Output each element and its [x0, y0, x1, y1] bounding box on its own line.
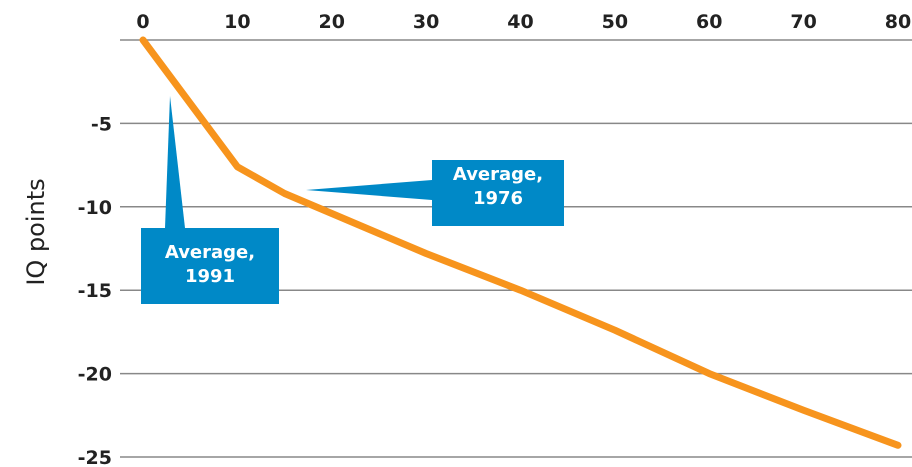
x-tick-label: 10 — [224, 11, 250, 33]
y-tick-label: -25 — [78, 447, 112, 467]
callout-pointer — [165, 96, 185, 228]
x-tick-label: 20 — [319, 11, 345, 33]
y-tick-label: -15 — [78, 280, 112, 302]
callout-average-1976: Average, 1976 — [306, 160, 564, 226]
x-tick-label: 60 — [696, 11, 722, 33]
series-line — [139, 36, 902, 449]
callout-layer: Average, 1976 Average, 1991 — [141, 96, 564, 304]
x-tick-label: 80 — [885, 11, 911, 33]
callout-box — [432, 160, 564, 226]
callout-text: 1991 — [185, 266, 235, 287]
y-axis-label: IQ points — [22, 178, 50, 285]
series-layer — [139, 36, 902, 449]
callout-average-1991: Average, 1991 — [141, 96, 279, 304]
y-tick-label: -20 — [78, 364, 112, 386]
x-tick-label: 30 — [413, 11, 439, 33]
y-tick-label: -10 — [78, 197, 112, 219]
callout-text: 1976 — [473, 188, 523, 209]
x-tick-label: 40 — [507, 11, 533, 33]
callout-box — [141, 228, 279, 304]
callout-text: Average, — [453, 164, 543, 185]
x-tick-label: 50 — [602, 11, 628, 33]
x-tick-label: 70 — [790, 11, 816, 33]
y-tick-label: -5 — [91, 113, 112, 135]
x-tick-label: 0 — [136, 11, 149, 33]
callout-pointer — [306, 180, 432, 200]
x-tick-layer: 0 10 20 30 40 50 60 70 80 — [136, 11, 911, 33]
y-tick-layer: -5 -10 -15 -20 -25 — [78, 113, 112, 467]
callout-text: Average, — [165, 242, 255, 263]
